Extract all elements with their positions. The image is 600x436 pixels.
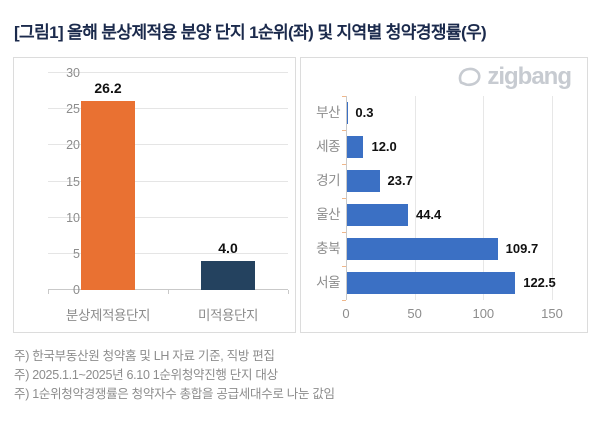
gridline-y-15: [48, 180, 288, 182]
gridline-y-0: [48, 289, 288, 290]
right-chart-panel: zigbang 0 50 100 150 부산 0.3 세종 12.0 경기 23.7 울산 44.4…: [300, 57, 588, 333]
gridline-y-25: [48, 108, 288, 110]
x-axis-tick-2: [288, 290, 289, 294]
y-tick-label-0: 0: [73, 283, 80, 297]
footnote-line: 주) 2025.1.1~2025년 6.10 1순위청약진행 단지 대상: [14, 368, 278, 382]
axis-tick-orange: [342, 232, 346, 233]
axis-tick-orange: [342, 130, 346, 131]
gridline-y-10: [48, 216, 288, 218]
zigbang-logo-text: zigbang: [487, 63, 572, 90]
axis-tick-orange: [342, 96, 346, 97]
x-tick-label-100: 100: [472, 306, 495, 321]
y-tick-label-15: 15: [66, 174, 80, 189]
bar-value-label: 12.0: [371, 139, 397, 154]
category-label-경기: 경기: [316, 173, 340, 188]
category-label-분상제적용단지: 분상제적용단지: [65, 308, 151, 323]
category-label-부산: 부산: [316, 105, 340, 120]
category-label-세종: 세종: [316, 139, 340, 154]
gridline-x-50: [414, 96, 416, 300]
footnote-line: 주) 1순위청약경쟁률은 청약자수 총합을 공급세대수로 나눈 값임: [14, 387, 335, 401]
x-tick-label-50: 50: [407, 306, 422, 321]
y-tick-label-5: 5: [73, 246, 80, 261]
axis-tick-orange: [342, 300, 346, 301]
figure-title: [그림1] 올해 분상제적용 분양 단지 1순위(좌) 및 지역별 청약경쟁률(…: [14, 23, 487, 42]
category-label-충북: 충북: [316, 241, 340, 256]
bar-value-label: 23.7: [387, 173, 413, 188]
bar-분상제적용단지: [81, 100, 135, 290]
bar-세종: [347, 136, 364, 158]
category-label-울산: 울산: [316, 207, 340, 222]
gridline-x-100: [483, 96, 485, 300]
bar-value-label: 122.5: [523, 275, 556, 290]
bar-미적용단지: [201, 261, 255, 290]
category-label-미적용단지: 미적용단지: [197, 308, 259, 323]
bar-value-label: 0.3: [355, 105, 374, 120]
x-axis-tick-1: [168, 290, 169, 294]
zigbang-logo-icon: [459, 67, 481, 87]
zigbang-logo: zigbang: [456, 63, 572, 90]
axis-tick-orange: [342, 266, 346, 267]
left-chart-panel: 0 5 10 15 20 25 30 26.2 분상제적용단지 4.0 미적용단지: [13, 57, 296, 333]
x-tick-label-0: 0: [342, 306, 350, 321]
bar-울산: [347, 204, 408, 226]
category-label-서울: 서울: [316, 275, 340, 290]
x-tick-label-150: 150: [541, 306, 563, 321]
bar-충북: [347, 238, 498, 260]
gridline-y-20: [48, 144, 288, 146]
gridline-x-150: [552, 96, 553, 300]
axis-tick-orange: [342, 164, 346, 165]
bar-value-label: 44.4: [415, 207, 442, 222]
gridline-x-0: [346, 96, 347, 300]
footnotes: 주) 한국부동산원 청약홈 및 LH 자료 기준, 직방 편집 주) 2025.…: [14, 347, 335, 404]
axis-tick-orange: [342, 198, 346, 199]
bar-경기: [347, 170, 380, 192]
gridline-y-30: [48, 72, 288, 73]
bar-value-label: 109.7: [505, 241, 539, 256]
footnote-line: 주) 한국부동산원 청약홈 및 LH 자료 기준, 직방 편집: [14, 349, 275, 363]
horizontal-bar-chart: 0 50 100 150 부산 0.3 세종 12.0 경기 23.7 울산 44.4 충북 109.7 서…: [316, 96, 563, 321]
gridline-y-5: [48, 252, 288, 254]
y-tick-label-10: 10: [66, 210, 80, 225]
y-tick-label-30: 30: [66, 66, 80, 80]
bar-value-label: 4.0: [218, 240, 238, 257]
y-tick-label-25: 25: [66, 102, 80, 117]
bar-value-label: 26.2: [94, 79, 122, 96]
x-axis-tick-0: [48, 290, 49, 294]
vertical-bar-chart: 0 5 10 15 20 25 30 26.2 분상제적용단지 4.0 미적용단지: [48, 66, 289, 323]
bar-서울: [347, 272, 516, 294]
y-tick-label-20: 20: [66, 138, 80, 153]
